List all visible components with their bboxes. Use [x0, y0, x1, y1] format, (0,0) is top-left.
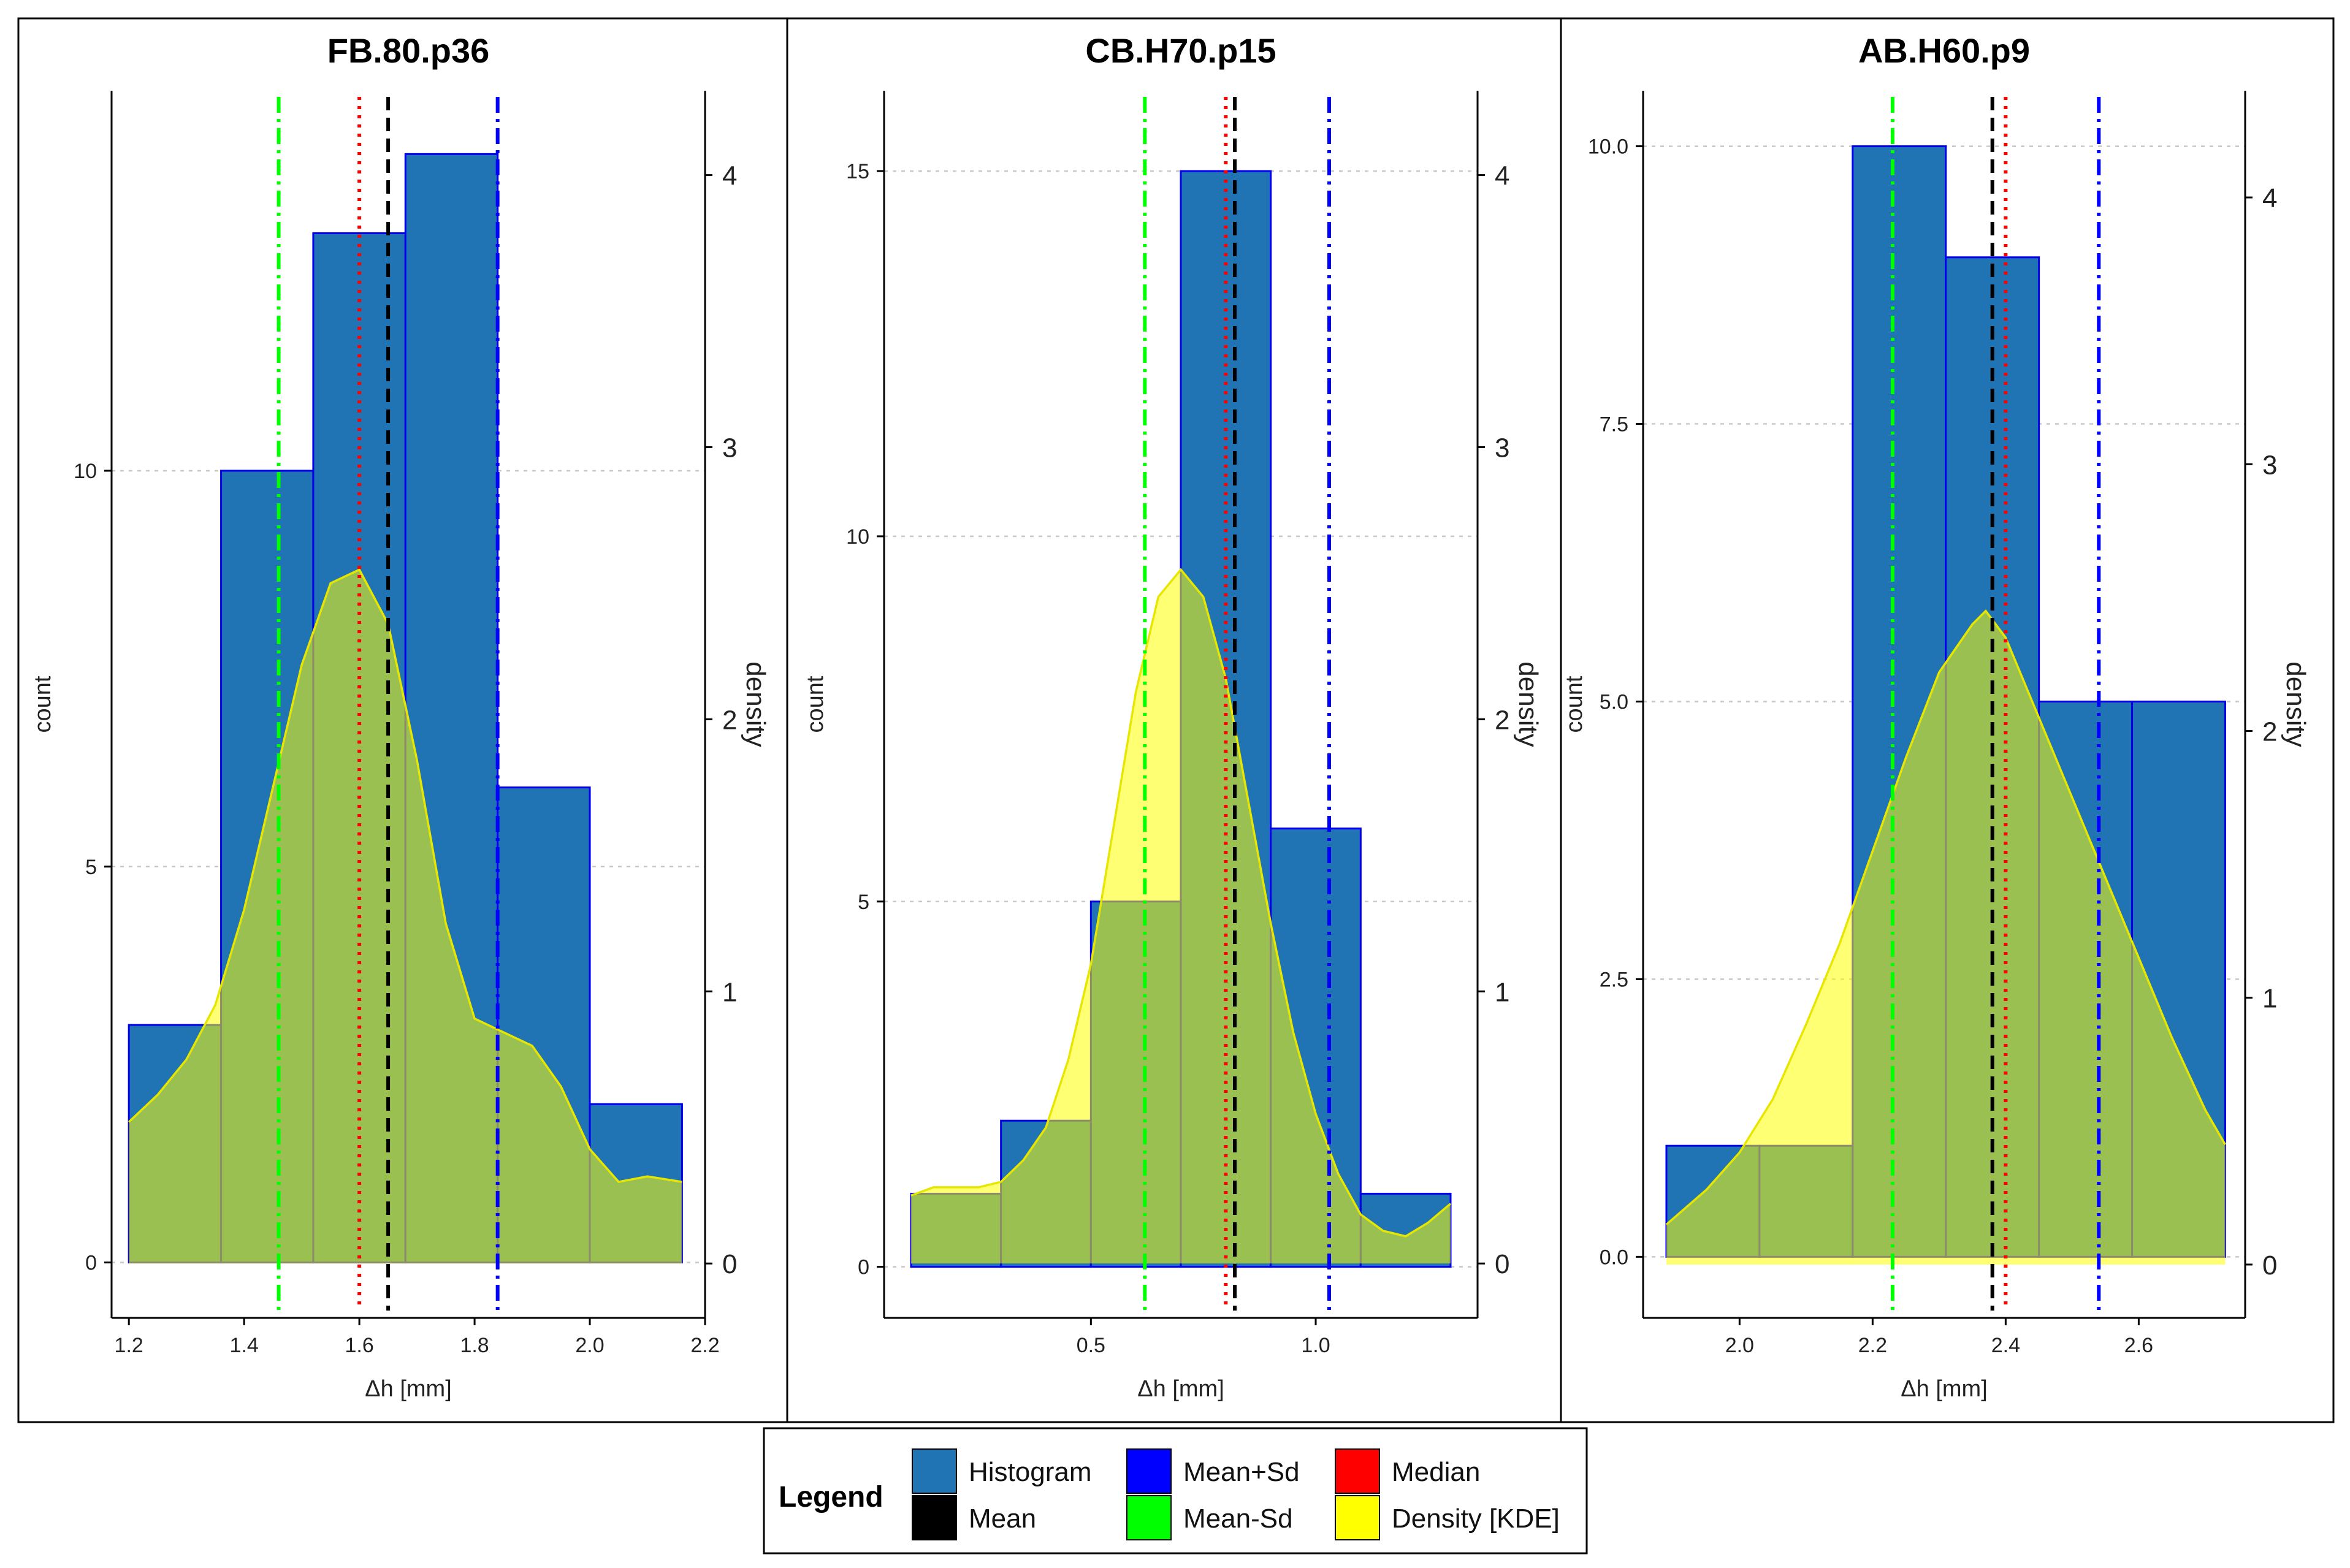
- legend-label-mean_plus_sd: Mean+Sd: [1183, 1457, 1300, 1487]
- x-tick-label: 2.0: [575, 1334, 604, 1357]
- y2-tick-label: 2: [1495, 705, 1509, 735]
- y2-tick-label: 1: [2262, 984, 2277, 1014]
- x-tick-label: 2.2: [690, 1334, 719, 1357]
- y-tick-label: 15: [846, 160, 869, 183]
- density-line: [1665, 609, 2226, 1225]
- panel-title: CB.H70.p15: [1085, 31, 1276, 70]
- x-tick-label: 2.0: [1725, 1334, 1754, 1357]
- y-tick-label: 2.5: [1600, 968, 1628, 991]
- y2-tick-label: 3: [1495, 433, 1509, 463]
- y-axis-title: count: [30, 676, 56, 733]
- density-area: [911, 569, 1451, 1264]
- y2-axis-title: density: [741, 661, 771, 747]
- y-tick-label: 0.0: [1600, 1246, 1628, 1269]
- legend-title: Legend: [779, 1481, 883, 1513]
- y2-tick-label: 3: [2262, 450, 2277, 480]
- y2-tick-label: 2: [722, 705, 737, 735]
- legend-swatch-mean_minus_sd: [1126, 1495, 1172, 1540]
- y-tick-label: 5.0: [1600, 690, 1628, 714]
- legend-box: [763, 1427, 1588, 1555]
- x-tick-label: 1.2: [115, 1334, 143, 1357]
- y2-tick-label: 4: [2262, 183, 2277, 213]
- y2-tick-label: 0: [1495, 1249, 1509, 1279]
- legend-label-density: Density [KDE]: [1392, 1504, 1560, 1534]
- y-axis-title: count: [1562, 676, 1587, 733]
- y-tick-label: 0: [858, 1256, 869, 1279]
- y2-tick-label: 0: [2262, 1250, 2277, 1281]
- legend-label-median: Median: [1392, 1457, 1480, 1487]
- x-tick-label: 1.4: [230, 1334, 259, 1357]
- y2-tick-label: 3: [722, 433, 737, 463]
- legend-label-mean_minus_sd: Mean-Sd: [1183, 1504, 1293, 1534]
- y2-axis-title: density: [2281, 661, 2311, 747]
- legend-swatch-histogram: [912, 1448, 957, 1494]
- density-line: [910, 568, 1452, 1238]
- x-tick-label: 1.8: [460, 1334, 489, 1357]
- x-tick-label: 1.0: [1301, 1334, 1330, 1357]
- y2-tick-label: 0: [722, 1249, 737, 1279]
- density-line: [128, 568, 682, 1183]
- x-tick-label: 2.4: [1991, 1334, 2020, 1357]
- legend: Legend Histogram Mean Mean+Sd Mean-Sd Median D…: [763, 1427, 1588, 1555]
- panel-3: AB.H60.p9 2.0 2.2 2.4 2.6 0.0 2.5 5.0 7.5 10.0 0 1 2…: [1560, 17, 2335, 1423]
- x-tick-label: 2.6: [2124, 1334, 2153, 1357]
- legend-label-histogram: Histogram: [969, 1457, 1092, 1487]
- legend-swatch-mean_plus_sd: [1126, 1448, 1172, 1494]
- y-tick-label: 5: [85, 856, 97, 879]
- y-tick-label: 10: [846, 525, 869, 549]
- x-axis-title: Δh [mm]: [365, 1376, 452, 1402]
- x-axis-title: Δh [mm]: [1901, 1376, 1988, 1402]
- panel-title: FB.80.p36: [327, 31, 490, 70]
- x-axis-title: Δh [mm]: [1137, 1376, 1224, 1402]
- y2-tick-label: 1: [1495, 977, 1509, 1007]
- panel-1: FB.80.p36 1.2 1.4 1.6 1.8 2.0 2.2 0 5 10 0 1 2 3 4 Δh […: [17, 17, 788, 1423]
- y2-tick-label: 4: [722, 161, 737, 191]
- x-tick-label: 2.2: [1858, 1334, 1887, 1357]
- x-tick-label: 1.6: [345, 1334, 373, 1357]
- panel-title: AB.H60.p9: [1858, 31, 2030, 70]
- legend-swatch-density: [1335, 1495, 1380, 1540]
- y2-tick-label: 4: [1495, 161, 1509, 191]
- y-tick-label: 10.0: [1588, 135, 1628, 159]
- panel-border: [1560, 17, 2335, 1423]
- y2-axis-title: density: [1513, 661, 1543, 747]
- y-tick-label: 10: [74, 460, 97, 483]
- y-tick-label: 7.5: [1600, 413, 1628, 436]
- legend-label-mean: Mean: [969, 1504, 1036, 1534]
- legend-swatch-median: [1335, 1448, 1380, 1494]
- y-tick-label: 0: [85, 1252, 97, 1275]
- y2-tick-label: 2: [2262, 717, 2277, 747]
- panel-2: CB.H70.p15 0.5 1.0 0 5 10 15 0 1 2 3 4 Δh [mm] count d…: [786, 17, 1562, 1423]
- legend-swatch-mean: [912, 1495, 957, 1540]
- y-tick-label: 5: [858, 891, 869, 914]
- density-area: [129, 569, 682, 1264]
- density-area: [1666, 611, 2226, 1265]
- x-tick-label: 0.5: [1077, 1334, 1105, 1357]
- y2-tick-label: 1: [722, 977, 737, 1007]
- y-axis-title: count: [803, 676, 828, 733]
